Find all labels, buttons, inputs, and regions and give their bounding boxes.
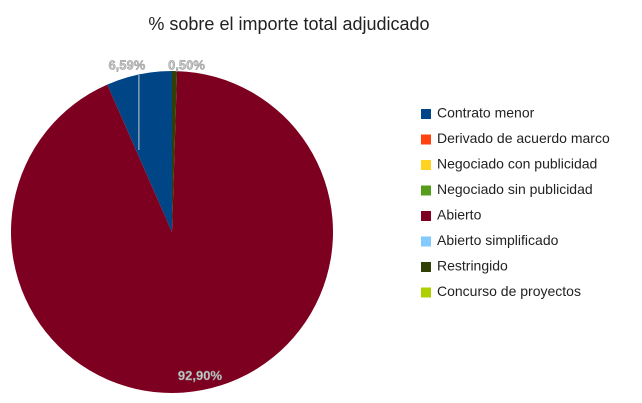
legend-swatch [421, 185, 431, 196]
pie-slice [172, 71, 178, 232]
legend-swatch [421, 211, 431, 221]
legend-swatch [421, 236, 431, 247]
legend-swatch [421, 109, 431, 119]
legend-label: Negociado sin publicidad [437, 181, 593, 197]
legend-label: Negociado con publicidad [437, 156, 597, 172]
pie-slice [107, 71, 172, 232]
data-label: 6,59% [108, 57, 145, 72]
legend-swatch [421, 160, 431, 170]
legend-label: Concurso de proyectos [437, 283, 581, 299]
legend-label: Contrato menor [437, 105, 535, 121]
legend-swatch [421, 287, 431, 298]
legend-label: Abierto [437, 207, 482, 223]
data-label: 92,90% [178, 368, 223, 383]
legend-swatch [421, 262, 431, 272]
legend-label: Restringido [437, 258, 508, 274]
legend-swatch [421, 134, 431, 145]
pie-slice [10, 71, 333, 393]
legend-label: Abierto simplificado [437, 232, 559, 248]
data-label: 0,50% [168, 57, 205, 72]
chart-title: % sobre el importe total adjudicado [148, 14, 429, 34]
legend-label: Derivado de acuerdo marco [437, 130, 610, 146]
